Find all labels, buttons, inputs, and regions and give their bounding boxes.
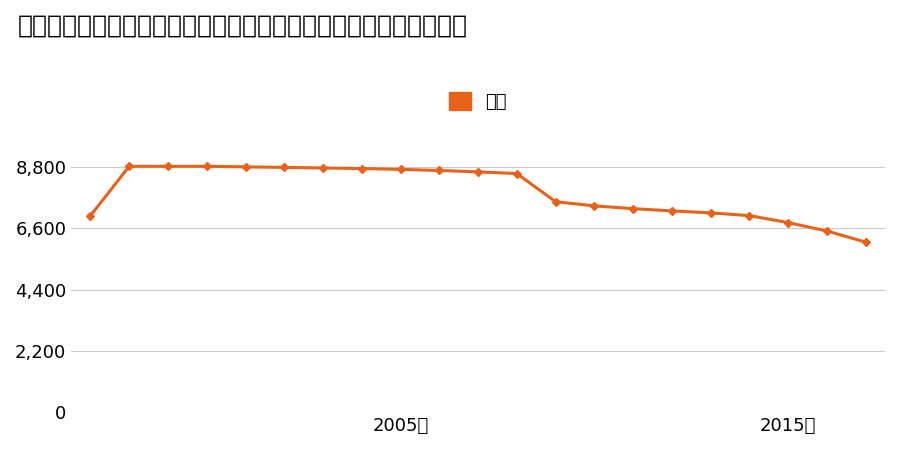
Text: 熊本県球磨郡球磨村大字一勝地丙字ヤナギ詰１０番１外の地価推移: 熊本県球磨郡球磨村大字一勝地丙字ヤナギ詰１０番１外の地価推移	[18, 14, 468, 37]
Legend: 価格: 価格	[442, 85, 514, 118]
